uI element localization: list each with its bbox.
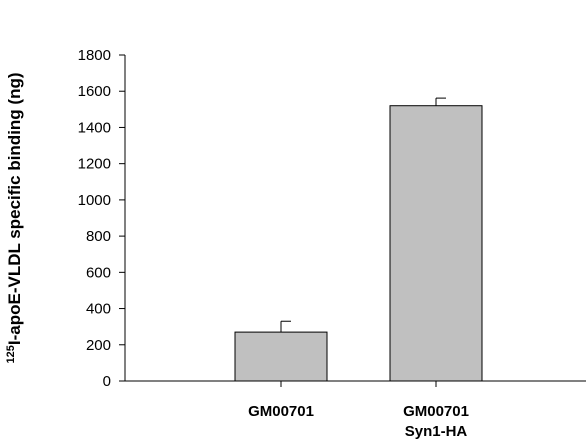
x-tick-label-1-line-0: GM00701: [403, 403, 469, 420]
y-tick-label-2: 400: [86, 301, 111, 318]
y-axis-title-text: I-apoE-VLDL specific binding (ng): [5, 73, 24, 346]
y-tick-label-5: 1000: [78, 192, 111, 209]
x-tick-label-1: GM00701 Syn1-HA: [403, 403, 469, 440]
y-axis-title-superscript: 125: [5, 345, 17, 363]
y-tick-label-0: 0: [103, 373, 111, 390]
bar-1: [389, 105, 483, 382]
y-tick-label-6: 1200: [78, 156, 111, 173]
y-tick-label-7: 1400: [78, 119, 111, 136]
x-tick-label-0: GM00701: [248, 403, 314, 420]
y-tick-label-3: 600: [86, 264, 111, 281]
y-tick-label-9: 1800: [78, 47, 111, 64]
bar-0: [234, 331, 328, 382]
y-axis-title: 125I-apoE-VLDL specific binding (ng): [5, 73, 24, 364]
y-tick-label-1: 200: [86, 337, 111, 354]
y-tick-label-4: 800: [86, 228, 111, 245]
y-tick-label-8: 1600: [78, 83, 111, 100]
x-tick-label-1-line-1: Syn1-HA: [405, 423, 468, 440]
x-tick-label-0-line-0: GM00701: [248, 403, 314, 420]
plot-area: 0 200 400 600 800 1000 1200 1400 1600 1800 GM00701…: [78, 47, 586, 440]
